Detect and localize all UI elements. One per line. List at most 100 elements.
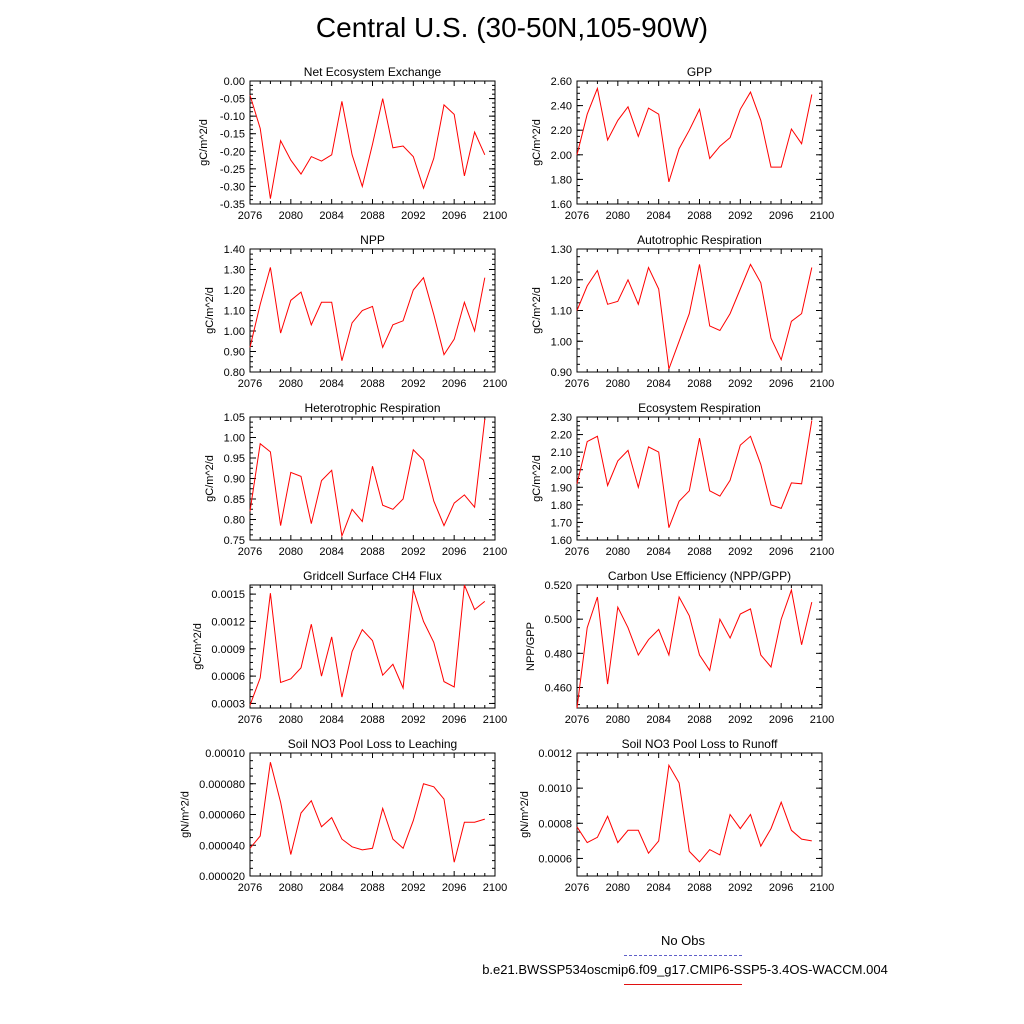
chart-panel: Gridcell Surface CH4 Flux 2076 2080 2084 208… <box>192 569 507 726</box>
y-tick-label: 0.0006 <box>211 671 245 683</box>
x-tick-label: 2100 <box>810 378 834 390</box>
series-line <box>576 86 813 183</box>
y-tick-label: 0.000060 <box>199 810 245 822</box>
x-tick-label: 2080 <box>606 378 630 390</box>
y-tick-label: 0.75 <box>224 535 245 547</box>
y-tick-label: 0.95 <box>224 453 245 465</box>
y-tick-label: 0.460 <box>544 683 572 695</box>
x-tick-label: 2088 <box>687 546 711 558</box>
x-tick-label: 2076 <box>238 546 262 558</box>
chart-panel: Net Ecosystem Exchange 2076 2080 2084 2088 20… <box>198 65 507 222</box>
x-tick-label: 2100 <box>810 210 834 222</box>
legend-obs-label: No Obs <box>660 933 706 948</box>
chart-panel: Autotrophic Respiration 2076 2080 2084 2088 2… <box>531 233 834 390</box>
x-tick-label: 2092 <box>728 546 752 558</box>
y-tick-label: 1.30 <box>224 265 245 277</box>
y-tick-label: -0.25 <box>220 164 245 176</box>
y-tick-label: 1.00 <box>224 326 245 338</box>
y-tick-label: 1.70 <box>551 517 572 529</box>
y-tick-label: 0.000080 <box>199 779 245 791</box>
x-tick-label: 2076 <box>565 714 589 726</box>
y-tick-label: 1.60 <box>551 199 572 211</box>
x-tick-label: 2080 <box>279 210 303 222</box>
x-tick-label: 2076 <box>565 378 589 390</box>
series-line <box>576 263 813 370</box>
panel-title: NPP <box>360 233 385 247</box>
x-tick-label: 2100 <box>810 882 834 894</box>
series-line <box>576 420 813 528</box>
x-tick-label: 2096 <box>442 714 466 726</box>
legend-case-label: b.e21.BWSSP534oscmip6.f09_g17.CMIP6-SSP5… <box>482 962 888 977</box>
series-line <box>249 94 486 199</box>
y-tick-label: 0.0003 <box>211 698 245 710</box>
x-tick-label: 2092 <box>401 210 425 222</box>
y-tick-label: -0.15 <box>220 129 245 141</box>
x-tick-label: 2092 <box>728 882 752 894</box>
x-tick-label: 2076 <box>238 378 262 390</box>
x-tick-label: 2096 <box>769 210 793 222</box>
y-tick-label: 1.80 <box>551 174 572 186</box>
plot-frame <box>249 416 496 541</box>
y-tick-label: 1.00 <box>224 433 245 445</box>
y-tick-label: -0.10 <box>220 111 245 123</box>
chart-panel: NPP 2076 2080 2084 2088 2092 2096 2100 1.40 1.30 1… <box>204 233 507 390</box>
y-tick-label: 0.80 <box>224 515 245 527</box>
chart-panel: Soil NO3 Pool Loss to Leaching 2076 2080 20… <box>179 737 507 894</box>
x-tick-label: 2076 <box>565 210 589 222</box>
x-tick-label: 2088 <box>360 882 384 894</box>
y-tick-label: 2.10 <box>551 447 572 459</box>
y-tick-label: 0.000040 <box>199 840 245 852</box>
x-tick-label: 2092 <box>401 714 425 726</box>
x-tick-label: 2076 <box>565 882 589 894</box>
x-tick-label: 2080 <box>606 210 630 222</box>
x-tick-label: 2100 <box>483 882 507 894</box>
y-tick-label: 0.00 <box>224 76 245 88</box>
y-tick-label: 1.30 <box>551 244 572 256</box>
x-tick-label: 2080 <box>279 546 303 558</box>
y-tick-label: 0.90 <box>224 474 245 486</box>
x-tick-label: 2096 <box>769 378 793 390</box>
y-axis-label: NPP/GPP <box>525 622 537 671</box>
x-tick-label: 2088 <box>687 378 711 390</box>
x-tick-label: 2096 <box>442 210 466 222</box>
x-tick-label: 2100 <box>810 546 834 558</box>
x-tick-label: 2080 <box>279 882 303 894</box>
y-tick-label: 2.00 <box>551 150 572 162</box>
y-tick-label: 2.20 <box>551 430 572 442</box>
x-tick-label: 2080 <box>606 546 630 558</box>
y-tick-label: 0.0012 <box>211 616 245 628</box>
x-tick-label: 2084 <box>319 882 343 894</box>
x-tick-label: 2084 <box>646 714 670 726</box>
x-tick-label: 2092 <box>401 378 425 390</box>
y-tick-label: 0.0012 <box>538 748 572 760</box>
y-tick-label: 2.20 <box>551 125 572 137</box>
panel-title: Soil NO3 Pool Loss to Runoff <box>622 737 779 751</box>
x-tick-label: 2076 <box>565 546 589 558</box>
y-axis-label: gC/m^2/d <box>531 287 543 334</box>
y-tick-label: -0.35 <box>220 199 245 211</box>
y-tick-label: -0.05 <box>220 94 245 106</box>
chart-panel: Heterotrophic Respiration 2076 2080 2084 208… <box>204 401 507 558</box>
plot-frame <box>576 416 823 541</box>
plot-frame <box>249 752 496 877</box>
y-tick-label: 0.0009 <box>211 644 245 656</box>
x-tick-label: 2076 <box>238 714 262 726</box>
x-tick-label: 2100 <box>483 714 507 726</box>
chart-panel: Carbon Use Efficiency (NPP/GPP) 2076 2080 2… <box>525 569 834 726</box>
x-tick-label: 2088 <box>360 210 384 222</box>
x-tick-label: 2088 <box>360 714 384 726</box>
panel-title: Net Ecosystem Exchange <box>304 65 442 79</box>
x-tick-label: 2084 <box>319 378 343 390</box>
y-tick-label: 1.90 <box>551 482 572 494</box>
series-line <box>249 419 486 538</box>
x-tick-label: 2096 <box>442 546 466 558</box>
x-tick-label: 2080 <box>279 714 303 726</box>
x-tick-label: 2080 <box>606 882 630 894</box>
series-line <box>249 762 485 863</box>
x-tick-label: 2092 <box>401 546 425 558</box>
y-tick-label: 1.60 <box>551 535 572 547</box>
x-tick-label: 2080 <box>606 714 630 726</box>
chart-panel: Ecosystem Respiration 2076 2080 2084 2088 209… <box>531 401 834 558</box>
y-axis-label: gC/m^2/d <box>198 119 210 166</box>
series-line <box>249 267 486 361</box>
